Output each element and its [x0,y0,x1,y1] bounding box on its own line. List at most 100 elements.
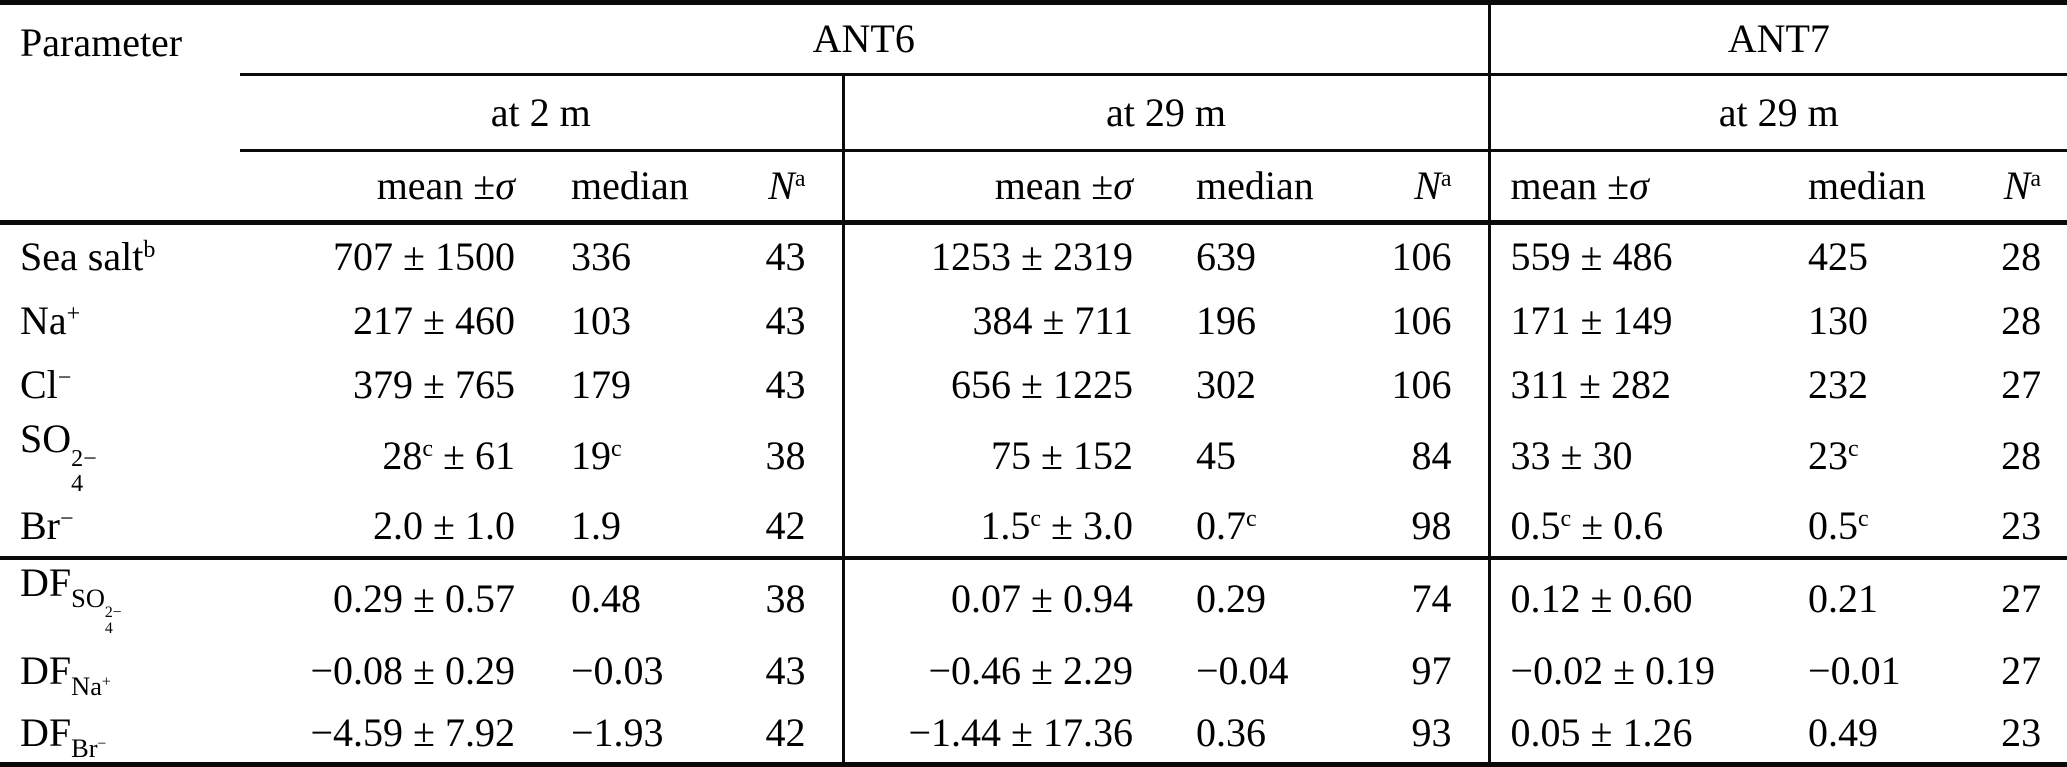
table-cell: 0.07 ± 0.94 [841,558,1160,639]
table-cell: 0.12 ± 0.60 [1487,558,1781,639]
table-cell: 1253 ± 2319 [841,222,1160,289]
stat-header-median-g3: median [1780,150,1961,225]
stat-header-n-g2: Na [1375,150,1490,225]
table-cell: −0.08 ± 0.29 [310,648,515,694]
table-cell: 42 [765,503,806,549]
table-row-seasalt: Sea saltb 707 ± 1500 336 43 1253 ± 2319 … [0,222,2067,289]
stat-header-median-g1: median [545,150,745,225]
table-cell: −0.02 ± 0.19 [1487,638,1781,705]
table-cell: 1.9 [571,503,621,549]
table-cell: 74 [1411,576,1452,622]
table-cell: 42 [765,710,806,756]
table-cell: 38 [765,576,806,622]
table-cell: 43 [765,361,806,407]
stat-header-mean-g1: mean ±σ [240,150,545,225]
table-cell: 97 [1411,648,1452,694]
table-cell: 27 [2001,648,2042,694]
table-row-so4: SO 2− 4 28c ± 61 19c 38 75 ± 152 45 84 33 … [0,415,2067,497]
campaign-header-row: Parameter ANT6 ANT7 [0,2,2067,225]
height-header-ant6-2m: at 2 m [240,74,843,152]
stat-header-row: mean ±σ median Na mean ±σ median Na mean… [0,150,2067,225]
table-cell: 217 ± 460 [353,297,515,343]
table-cell: 196 [1196,297,1256,343]
table-cell: 179 [571,361,631,407]
table-cell: 707 ± 1500 [333,233,515,279]
table-cell: −0.01 [1808,648,1901,694]
table-cell: −4.59 ± 7.92 [310,710,515,756]
table-row-br: Br− 2.0 ± 1.0 1.9 42 1.5c ± 3.0 0.7c 98 … [0,496,2067,559]
table-cell: 43 [765,297,806,343]
concentration-section: Sea saltb 707 ± 1500 336 43 1253 ± 2319 … [0,222,2067,559]
table-cell: 559 ± 486 [1487,222,1781,289]
table-cell: 43 [765,648,806,694]
table-cell: 336 [571,233,631,279]
table-cell: −1.44 ± 17.36 [841,704,1160,765]
table-row-df-br: DFBr− −4.59 ± 7.92 −1.93 42 −1.44 ± 17.3… [0,704,2067,765]
row-label: SO 2− 4 [20,415,97,497]
table-cell: 0.36 [1196,710,1266,756]
table-cell: 0.29 [1196,576,1266,622]
table-cell: −0.04 [1196,648,1289,694]
table-row-cl: Cl− 379 ± 765 179 43 656 ± 1225 302 106 … [0,352,2067,417]
table-cell: 23c [1808,433,1859,479]
table-cell: 425 [1808,233,1869,279]
row-label: Na+ [20,297,81,343]
table-cell: 639 [1196,233,1256,279]
table-cell: 0.5c ± 0.6 [1487,496,1781,559]
table-cell: 23 [2001,710,2042,756]
height-header-ant7-29m: at 29 m [1487,74,2067,152]
row-label: DFSO 2− 4 [20,560,122,638]
row-label: Sea saltb [20,233,156,279]
table-cell: 19c [571,433,622,479]
table-cell: 28 [2001,433,2042,479]
table-cell: 28c ± 61 [382,433,515,479]
table-row-na: Na+ 217 ± 460 103 43 384 ± 711 196 106 1… [0,288,2067,353]
table-cell: 43 [765,233,806,279]
table-cell: 106 [1391,361,1452,407]
table-cell: 28 [2001,297,2042,343]
height-header-row: at 2 m at 29 m at 29 m [0,74,2067,152]
table-cell: 33 ± 30 [1487,416,1781,497]
table-cell: 27 [2001,361,2042,407]
table-cell: 98 [1411,503,1452,549]
df-section: DFSO 2− 4 0.29 ± 0.57 0.48 38 0.07 ± 0.94 … [0,558,2067,765]
table-cell: 0.7c [1196,503,1257,549]
table-cell: 75 ± 152 [841,416,1160,497]
table-cell: 0.5c [1808,503,1869,549]
row-label: Br− [20,503,74,549]
table-cell: −0.46 ± 2.29 [841,638,1160,705]
table-cell: 45 [1196,433,1236,479]
table-cell: 0.29 ± 0.57 [333,576,515,622]
table-cell: 1.5c ± 3.0 [841,496,1160,559]
parameter-column-header: Parameter [0,2,240,225]
table-cell: 0.49 [1808,710,1879,756]
table-cell: 656 ± 1225 [841,352,1160,417]
stat-header-median-g2: median [1160,150,1375,225]
row-label: DFNa+ [20,648,111,702]
table-header: Parameter ANT6 ANT7 at 2 m at 29 m at 29… [0,2,2067,225]
table-cell: 2.0 ± 1.0 [373,503,515,549]
table-cell: 130 [1808,297,1869,343]
table-cell: 23 [2001,503,2042,549]
table-cell: 27 [2001,576,2042,622]
row-label: Cl− [20,361,72,407]
row-label: DFBr− [20,710,107,764]
table-cell: 0.05 ± 1.26 [1487,704,1781,765]
table-cell: 302 [1196,361,1256,407]
table-cell: 232 [1808,361,1869,407]
stat-header-n-g1: Na [745,150,843,225]
table-cell: −1.93 [571,710,664,756]
table-cell: 106 [1391,297,1452,343]
table-row-df-na: DFNa+ −0.08 ± 0.29 −0.03 43 −0.46 ± 2.29… [0,638,2067,705]
height-header-ant6-29m: at 29 m [841,74,1490,152]
table-cell: 93 [1411,710,1452,756]
campaign-header-ant6: ANT6 [240,2,1490,76]
table-cell: 0.21 [1808,576,1879,622]
table-cell: 103 [571,297,631,343]
table-cell: 0.48 [571,576,641,622]
table-cell: 379 ± 765 [353,361,515,407]
table-cell: 311 ± 282 [1487,352,1781,417]
table-row-df-so4: DFSO 2− 4 0.29 ± 0.57 0.48 38 0.07 ± 0.94 … [0,558,2067,639]
table-cell: 28 [2001,233,2042,279]
